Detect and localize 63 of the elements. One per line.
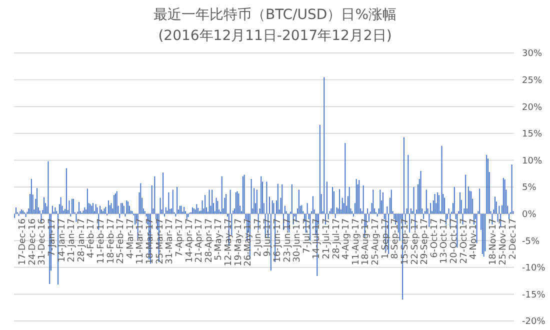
y-tick-label: -15% bbox=[522, 290, 546, 300]
y-tick-label: 15% bbox=[522, 130, 542, 140]
x-tick-label: 7-Jan-17 bbox=[48, 218, 58, 256]
y-tick-label: 0% bbox=[522, 210, 537, 220]
x-tick-label: 13-Oct-17 bbox=[440, 218, 450, 264]
x-tick-label: 18-Mar-17 bbox=[146, 218, 156, 264]
x-tick-label: 31-Mar-17 bbox=[165, 218, 176, 264]
x-tick-label: 7-Jul-17 bbox=[302, 218, 312, 254]
x-tick-label: 14-Jul-17 bbox=[312, 218, 322, 260]
x-tick-label: 23-Jun-17 bbox=[282, 218, 293, 262]
x-tick-label: 30-Jun-17 bbox=[292, 218, 303, 262]
x-tick-label: 21-Apr-17 bbox=[194, 218, 205, 263]
x-tick-label: 25-Feb-17 bbox=[116, 218, 126, 264]
x-tick-label: 4-Nov-17 bbox=[469, 218, 480, 260]
x-tick-label: 11-Feb-17 bbox=[96, 218, 107, 264]
x-tick-label: 25-Mar-17 bbox=[155, 218, 166, 264]
x-tick-label: 31-Dec-16 bbox=[38, 218, 48, 266]
x-tick-label: 22-Sep-17 bbox=[410, 218, 420, 265]
x-tick-label: 12-May-17 bbox=[224, 218, 234, 266]
y-tick-label: 5% bbox=[522, 183, 537, 194]
x-tick-label: 26-May-17 bbox=[244, 218, 254, 266]
x-tick-label: 18-Nov-17 bbox=[488, 218, 499, 266]
x-tick-label: 18-Aug-17 bbox=[361, 218, 372, 266]
x-tick-label: 4-Feb-17 bbox=[86, 218, 97, 258]
x-tick-label: 2-Dec-17 bbox=[508, 218, 518, 260]
x-tick-label: 19-May-17 bbox=[234, 218, 244, 266]
x-tick-label: 27-Oct-17 bbox=[459, 218, 470, 264]
x-tick-label: 9-Jun-17 bbox=[263, 218, 274, 257]
y-tick-label: 25% bbox=[522, 76, 542, 86]
x-tick-label: 28-Apr-17 bbox=[204, 218, 214, 263]
x-tick-label: 28-Jul-17 bbox=[332, 218, 342, 260]
chart-subtitle: (2016年12月11日-2017年12月2日) bbox=[157, 27, 393, 45]
y-tick-label: 30% bbox=[522, 49, 542, 60]
x-tick-label: 25-Nov-17 bbox=[498, 218, 508, 266]
y-tick-label: 20% bbox=[522, 102, 542, 113]
x-tick-label: 11-Mar-17 bbox=[136, 218, 146, 264]
x-tick-label: 4-Mar-17 bbox=[126, 218, 136, 258]
chart-title: 最近一年比特币（BTC/USD）日%涨幅 bbox=[152, 6, 398, 24]
x-tick-label: 5-May-17 bbox=[214, 218, 224, 261]
x-tick-label: 2-Jun-17 bbox=[253, 218, 264, 257]
x-tick-label: 24-Dec-16 bbox=[28, 218, 38, 266]
y-tick-label: -10% bbox=[522, 264, 546, 274]
x-tick-label: 21-Jul-17 bbox=[322, 218, 332, 260]
x-tick-label: 29-Sep-17 bbox=[420, 218, 430, 265]
x-tick-label: 14-Jan-17 bbox=[57, 218, 68, 262]
y-tick-label: 10% bbox=[522, 156, 542, 166]
x-tick-label: 16-Jun-17 bbox=[273, 218, 284, 262]
x-tick-label: 18-Feb-17 bbox=[106, 218, 116, 264]
x-tick-label: 28-Jan-17 bbox=[76, 218, 87, 262]
x-tick-label: 25-Aug-17 bbox=[371, 218, 382, 266]
x-tick-label: 14-Apr-17 bbox=[184, 218, 195, 263]
x-tick-label: 4-Aug-17 bbox=[342, 218, 352, 260]
x-tick-label: 1-Sep-17 bbox=[380, 218, 391, 260]
x-tick-label: 20-Oct-17 bbox=[449, 218, 460, 264]
x-tick-label: 21-Jan-17 bbox=[67, 218, 78, 262]
x-tick-label: 8-Sep-17 bbox=[390, 218, 401, 260]
x-tick-label: 11-Aug-17 bbox=[351, 218, 362, 266]
x-tick-label: 15-Sep-17 bbox=[400, 218, 410, 265]
x-tick-label: 17-Dec-16 bbox=[18, 218, 28, 266]
y-tick-label: -20% bbox=[522, 317, 546, 328]
x-tick-label: 6-Oct-17 bbox=[430, 218, 440, 258]
x-tick-label: 7-Apr-17 bbox=[174, 218, 185, 257]
y-tick-label: -5% bbox=[522, 236, 540, 247]
